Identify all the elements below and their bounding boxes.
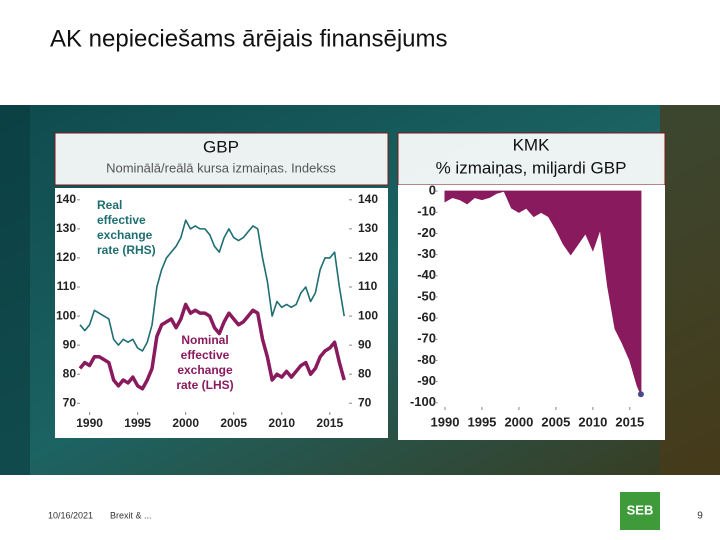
- y-tick-label: -70: [417, 331, 436, 346]
- y-tick-label: 120: [358, 250, 378, 264]
- y-tick-label: -40: [417, 267, 436, 282]
- y-tick-label: -50: [417, 288, 436, 303]
- y-tick-label: 110: [57, 279, 77, 293]
- page-number: 9: [697, 511, 703, 522]
- y-tick-label: 90: [63, 337, 77, 351]
- y-tick-label: -60: [417, 310, 436, 325]
- y-tick-label: 130: [56, 221, 76, 235]
- x-tick-label: 1990: [431, 414, 460, 429]
- y-tick-label: -100: [410, 394, 436, 409]
- chart-title: GBP: [203, 137, 239, 156]
- y-tick-label: -30: [417, 246, 436, 261]
- legend-label: Nominal effective exchange rate (LHS): [176, 333, 234, 392]
- y-tick-label: 110: [358, 279, 378, 293]
- footer-date: 10/16/2021: [48, 510, 93, 520]
- y-tick-label: 90: [358, 337, 372, 351]
- y-tick-label: 80: [358, 366, 372, 380]
- logo: [620, 492, 660, 530]
- x-tick-label: 2005: [220, 416, 247, 430]
- chart-title: KMK: [513, 135, 551, 154]
- x-tick-label: 2010: [268, 416, 295, 430]
- x-tick-label: 2015: [615, 414, 644, 429]
- y-tick-label: 80: [63, 366, 77, 380]
- logo-text: SEB: [627, 502, 654, 517]
- y-tick-label: 130: [358, 221, 378, 235]
- x-tick-label: 2005: [541, 414, 570, 429]
- chart-subtitle: % izmaiņas, miljardi GBP: [436, 158, 627, 177]
- legend-label: Real effective exchange rate (RHS): [97, 198, 156, 257]
- chart-header: [397, 132, 666, 186]
- chart-panel: [55, 188, 388, 438]
- y-tick-label: 140: [56, 192, 76, 206]
- x-tick-label: 1995: [467, 414, 496, 429]
- x-tick-label: 2000: [504, 414, 533, 429]
- y-tick-label: -80: [417, 352, 436, 367]
- x-tick-label: 2010: [578, 414, 607, 429]
- y-tick-label: 70: [63, 395, 77, 409]
- chart-header: [54, 132, 389, 186]
- x-tick-label: 1995: [124, 416, 151, 430]
- y-tick-label: -10: [417, 204, 436, 219]
- y-tick-label: 70: [358, 395, 372, 409]
- footer-text: Brexit & ...: [110, 510, 152, 520]
- line-series: [78, 302, 346, 391]
- x-tick-label: 2015: [316, 416, 343, 430]
- x-tick-label: 1990: [76, 416, 103, 430]
- y-tick-label: -20: [417, 225, 436, 240]
- y-tick-label: 100: [56, 308, 76, 322]
- x-tick-label: 2000: [172, 416, 199, 430]
- y-tick-label: 140: [358, 192, 378, 206]
- y-tick-label: 120: [56, 250, 76, 264]
- y-tick-label: -90: [417, 373, 436, 388]
- background-decor: [660, 105, 720, 475]
- chart-subtitle: Nominālā/reālā kursa izmaiņas. Indekss: [106, 160, 336, 175]
- y-tick-label: 0: [429, 183, 436, 198]
- line-series: [79, 219, 345, 352]
- background-decor: [0, 105, 30, 475]
- y-tick-label: 100: [358, 308, 378, 322]
- slide-title: AK nepieciešams ārējais finansējums: [50, 25, 448, 52]
- area-series: [444, 190, 642, 395]
- end-marker: [637, 391, 644, 398]
